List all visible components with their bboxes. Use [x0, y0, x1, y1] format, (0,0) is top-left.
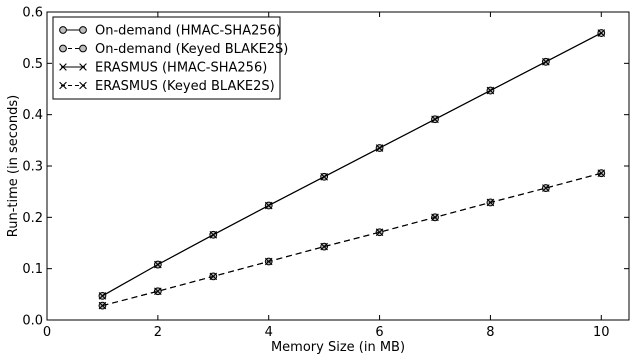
legend-label: On-demand (Keyed BLAKE2S) [95, 42, 288, 57]
y-tick-label: 0.5 [22, 57, 43, 72]
x-tick-label: 4 [265, 325, 273, 340]
legend-marker [79, 26, 87, 34]
series-3-point [98, 292, 107, 300]
series-3-line [102, 32, 602, 297]
series-3-point [264, 201, 273, 210]
series-2-line [102, 172, 602, 307]
legend-marker [59, 81, 67, 90]
x-tick-label: 6 [375, 325, 383, 340]
series-3-point [320, 172, 328, 181]
x-tick-label: 10 [593, 325, 610, 340]
legend-marker [79, 81, 87, 90]
legend-marker [79, 63, 87, 71]
series-3-point [542, 58, 550, 66]
y-tick-label: 0.0 [22, 314, 43, 329]
series-3-point [431, 115, 439, 124]
legend: On-demand (HMAC-SHA256) On-demand (Keyed … [52, 16, 288, 100]
series-4-point [98, 301, 107, 310]
y-tick-label: 0.1 [22, 262, 43, 277]
legend-item: On-demand (Keyed BLAKE2S) [59, 42, 288, 57]
chart-axes: 0 2 4 6 8 10 0.0 0.1 0.2 0.3 0.4 0.5 0.6 [22, 6, 630, 340]
legend-label: On-demand (HMAC-SHA256) [95, 24, 281, 39]
legend-item: ERASMUS (Keyed BLAKE2S) [59, 79, 275, 94]
legend-item: ERASMUS (HMAC-SHA256) [59, 61, 267, 76]
legend-marker [79, 44, 87, 53]
series-3-point [597, 29, 606, 37]
series-4-point [209, 272, 218, 281]
y-axis-label: Run-time (in seconds) [6, 95, 21, 237]
legend-marker [59, 26, 67, 34]
series-4 [98, 169, 606, 310]
y-tick-label: 0.2 [22, 211, 43, 226]
legend-label: ERASMUS (Keyed BLAKE2S) [95, 79, 275, 94]
series-4-point [486, 198, 495, 207]
legend-marker [59, 44, 67, 53]
series-4-point [320, 242, 328, 251]
series-4-point [154, 287, 162, 296]
series-3-point [209, 230, 218, 239]
y-tick-label: 0.4 [22, 108, 43, 123]
series-4-point [264, 257, 273, 266]
series-3-point [486, 86, 495, 95]
legend-box [52, 16, 281, 100]
y-tick-label: 0.3 [22, 160, 43, 175]
legend-label: ERASMUS (HMAC-SHA256) [95, 61, 267, 76]
series-4-point [597, 169, 606, 177]
x-tick-label: 8 [486, 325, 494, 340]
series-2 [98, 169, 606, 310]
series-4-point [431, 213, 439, 222]
x-tick-label: 2 [154, 325, 162, 340]
series-4-point [375, 228, 384, 237]
chart-marks [98, 29, 606, 310]
x-tick-label: 0 [43, 325, 51, 340]
series-4-line [102, 172, 602, 307]
series-4-point [542, 184, 550, 192]
legend-marker [59, 63, 67, 71]
y-tick-label: 0.6 [22, 6, 43, 21]
series-3-point [154, 260, 162, 269]
series-3-point [375, 144, 384, 152]
x-axis-label: Memory Size (in MB) [271, 340, 405, 355]
series-3 [98, 29, 606, 300]
legend-item: On-demand (HMAC-SHA256) [59, 24, 281, 39]
